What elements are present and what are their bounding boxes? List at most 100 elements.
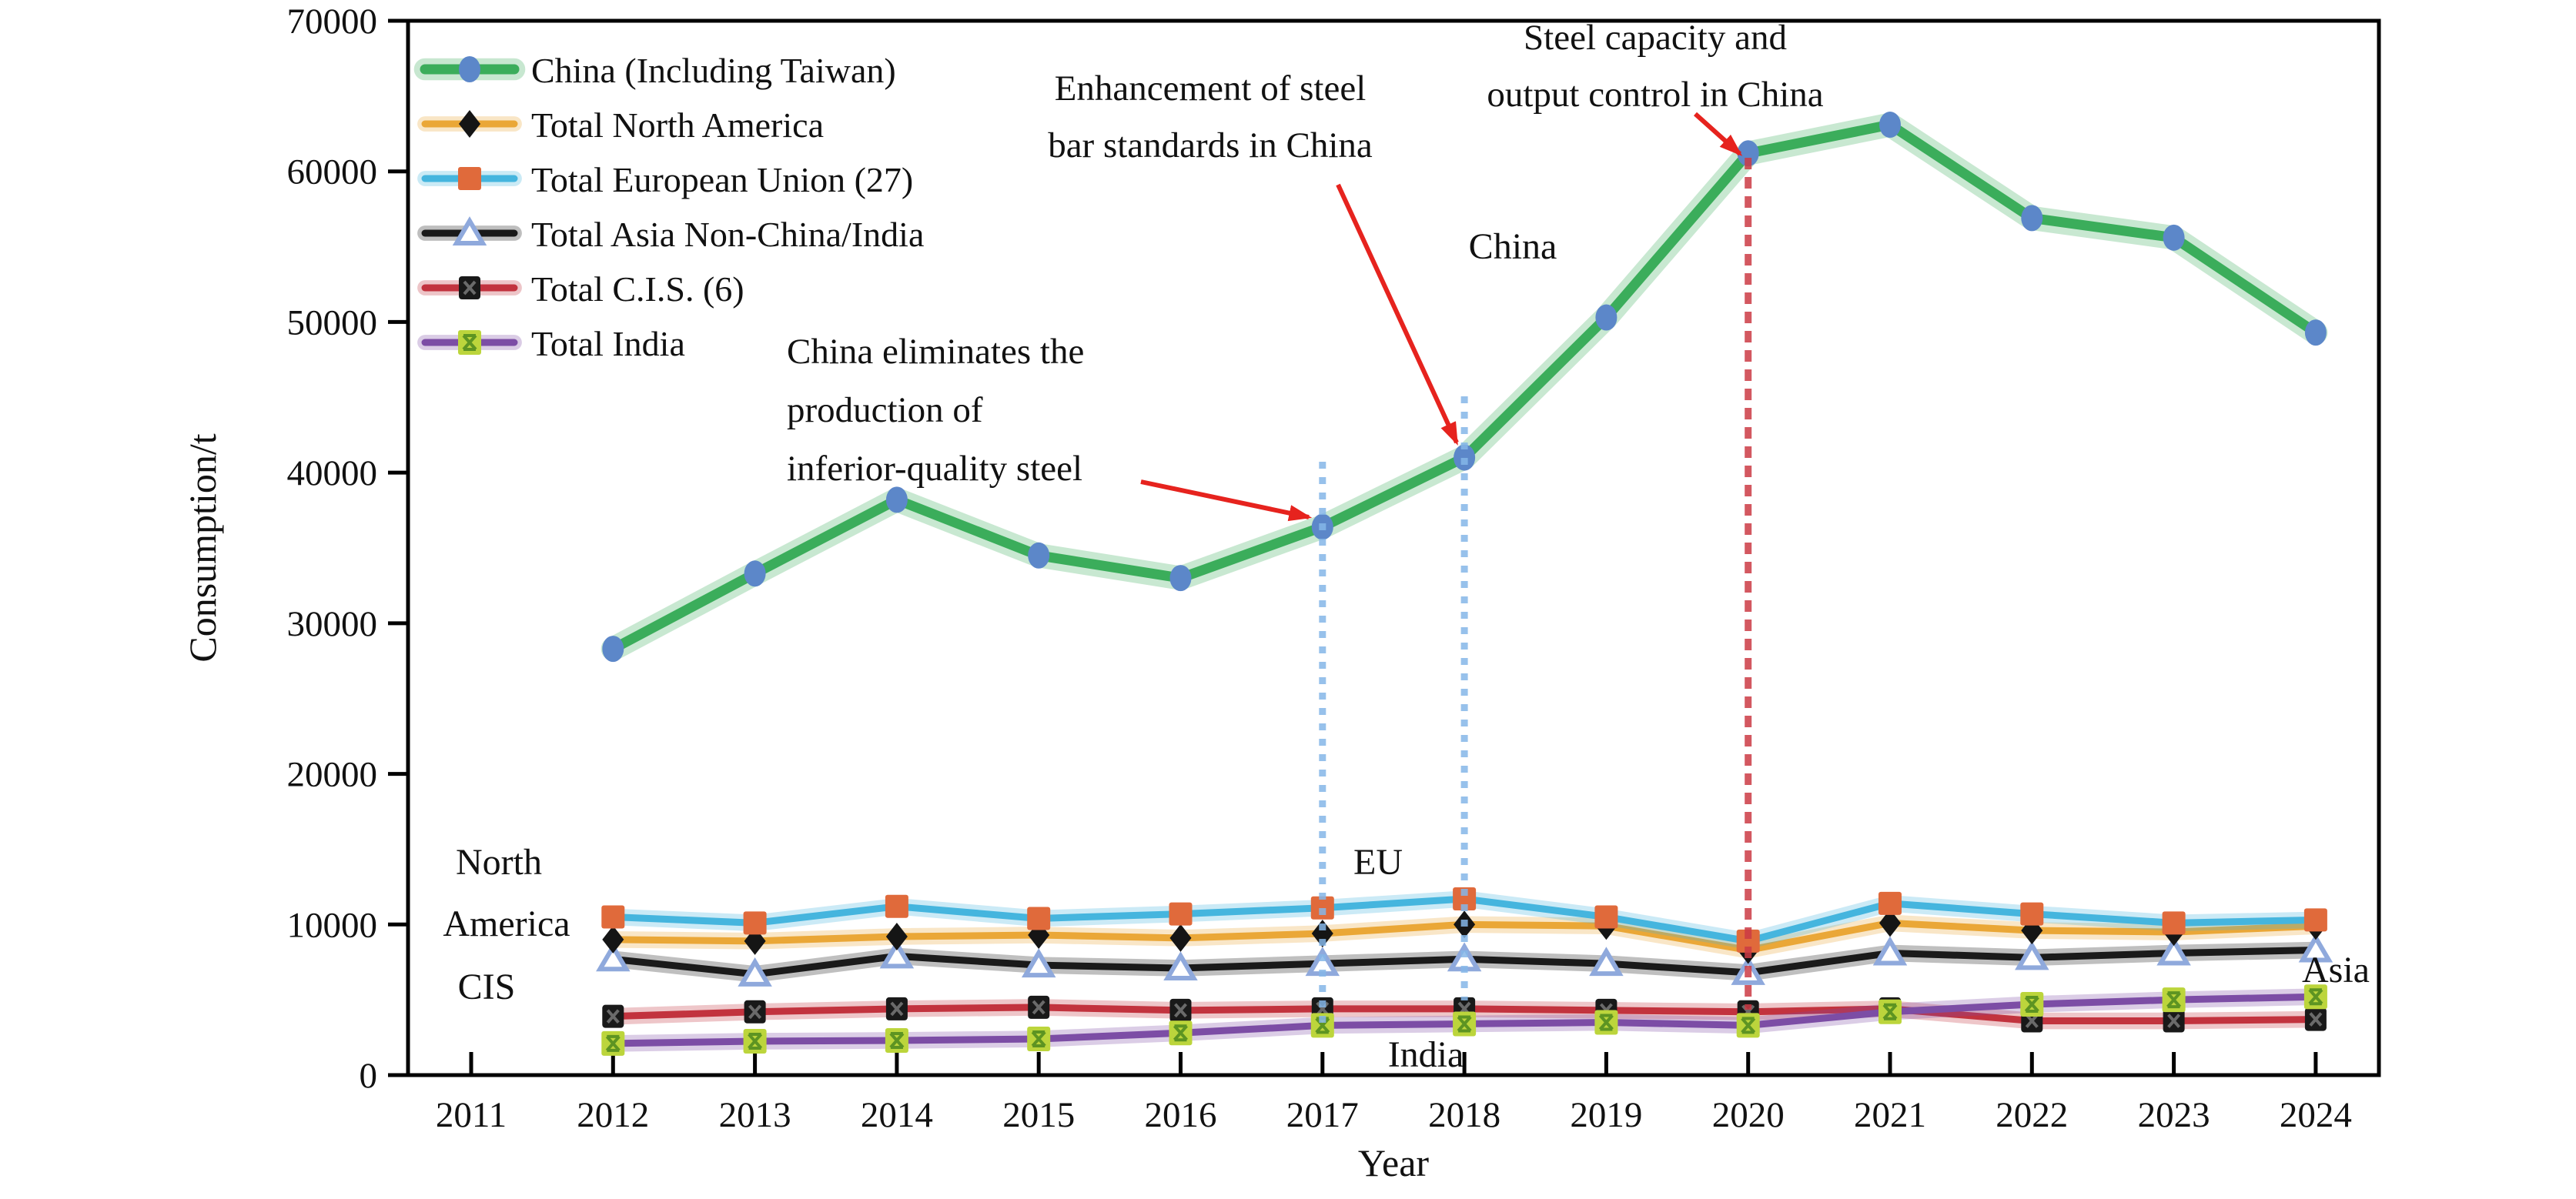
marker-diamond	[1311, 920, 1333, 948]
x-tick-label: 2012	[577, 1095, 649, 1135]
marker-triangle	[596, 942, 631, 972]
marker-square-dark-x	[1032, 1000, 1045, 1015]
annotation-line: production of	[787, 390, 983, 430]
x-tick-label: 2021	[1854, 1095, 1926, 1135]
legend: China (Including Taiwan) Total North Amer…	[413, 51, 924, 363]
marker-circle	[602, 636, 624, 663]
inline-label-china: China	[1469, 226, 1557, 267]
legend-item-total-india: Total India	[417, 324, 685, 363]
marker-square-green-x	[605, 1034, 621, 1052]
marker-square	[1878, 891, 1902, 915]
series-total-european-union-27	[601, 887, 2327, 953]
annotation-line: inferior-quality steel	[787, 449, 1082, 489]
y-tick-label: 70000	[287, 2, 378, 42]
marker-square-green-x	[1457, 1015, 1472, 1033]
inline-label-america: America	[443, 903, 570, 944]
marker-circle	[744, 560, 766, 587]
marker-diamond	[602, 925, 624, 954]
y-tick-label: 0	[360, 1056, 378, 1096]
x-tick-label: 2023	[2138, 1095, 2210, 1135]
x-tick-label: 2019	[1570, 1095, 1642, 1135]
x-tick-label: 2011	[436, 1095, 507, 1135]
marker-diamond	[1169, 923, 1192, 952]
y-tick-label: 40000	[287, 453, 378, 493]
x-tick-label: 2016	[1145, 1095, 1217, 1135]
y-tick-label: 20000	[287, 755, 378, 795]
x-tick-label: 2017	[1286, 1095, 1359, 1135]
marker-square-green-x	[1598, 1014, 1614, 1031]
annotation-line: Enhancement of steel	[1055, 68, 1367, 109]
marker-square-dark-x	[1173, 1003, 1188, 1018]
series-total-c-i-s-6	[602, 995, 2327, 1033]
series-total-asia-non-china-india	[596, 933, 2333, 987]
x-tick-label: 2013	[719, 1095, 791, 1135]
marker-square	[1736, 929, 1760, 953]
x-tick-label: 2014	[861, 1095, 933, 1135]
inline-label-eu: EU	[1353, 842, 1403, 883]
inline-label-cis: CIS	[458, 967, 516, 1007]
marker-square-dark-x	[1316, 1001, 1330, 1017]
annotation-line: bar standards in China	[1048, 125, 1373, 165]
x-tick-label: 2018	[1428, 1095, 1500, 1135]
marker-square	[1169, 902, 1193, 926]
annotation-line: output control in China	[1487, 75, 1823, 115]
marker-square-green-x	[1031, 1030, 1046, 1048]
inline-label-north: North	[456, 842, 542, 883]
marker-diamond	[1879, 909, 1901, 937]
marker-square	[743, 911, 767, 935]
marker-square-dark-x	[748, 1004, 762, 1020]
marker-square	[458, 167, 481, 190]
legend-item-china-including-taiwan: China (Including Taiwan)	[413, 51, 896, 90]
legend-item-total-north-america: Total North America	[417, 105, 824, 145]
marker-square	[1027, 907, 1051, 930]
marker-diamond	[885, 922, 908, 950]
annotation-1: Enhancement of steel bar standards in Chi…	[1048, 68, 1373, 165]
y-tick-label: 50000	[287, 302, 378, 342]
marker-triangle	[1589, 947, 1624, 977]
annotation-line: Steel capacity and	[1524, 18, 1787, 58]
annotation-2: Steel capacity and output control in Chin…	[1487, 18, 1823, 115]
marker-triangle	[2156, 936, 2191, 966]
marker-circle	[2021, 205, 2043, 232]
marker-square-dark-x	[606, 1009, 620, 1024]
x-tick-label: 2022	[1996, 1095, 2068, 1135]
legend-item-total-c-i-s-6: Total C.I.S. (6)	[417, 269, 744, 309]
legend-item-total-asia-non-china-india: Total Asia Non-China/India	[417, 215, 924, 254]
marker-square-green-x	[1173, 1024, 1188, 1042]
marker-triangle	[2298, 933, 2333, 963]
marker-square-green-x	[462, 334, 477, 351]
annotation-0: China eliminates the production of inferio…	[787, 332, 1084, 489]
marker-triangle	[1021, 948, 1056, 978]
marker-square-green-x	[1741, 1017, 1756, 1034]
annotation-arrow-1	[1336, 183, 1459, 446]
marker-circle	[885, 486, 908, 513]
annotation-arrow-0	[1140, 479, 1313, 522]
marker-square-green-x	[2024, 996, 2039, 1014]
marker-circle	[2163, 224, 2185, 251]
marker-square	[1594, 905, 1618, 929]
marker-triangle	[1872, 936, 1908, 966]
plot-frame	[406, 18, 2381, 1077]
marker-square-green-x	[1882, 1003, 1898, 1020]
marker-circle	[2304, 319, 2327, 346]
marker-square-dark-x	[890, 1001, 904, 1017]
marker-square	[1310, 896, 1334, 920]
legend-label: China (Including Taiwan)	[531, 51, 896, 90]
marker-circle	[459, 56, 480, 82]
axes: 0 10000 20000 30000 40000 50000 60000 70000 2011…	[181, 2, 2381, 1184]
legend-item-total-european-union-27: Total European Union (27)	[417, 160, 913, 199]
marker-square	[1453, 887, 1477, 911]
marker-square	[885, 894, 908, 918]
marker-square-dark-x	[2167, 1014, 2181, 1028]
marker-triangle	[738, 957, 772, 987]
marker-triangle	[2015, 940, 2049, 970]
marker-square-dark-x	[463, 280, 477, 296]
series-total-india	[601, 984, 2327, 1056]
inline-label-india: India	[1388, 1034, 1464, 1075]
legend-label: Total India	[531, 324, 685, 363]
y-tick-label: 30000	[287, 604, 378, 644]
legend-label: Total European Union (27)	[531, 160, 913, 199]
x-tick-label: 2020	[1712, 1095, 1785, 1135]
